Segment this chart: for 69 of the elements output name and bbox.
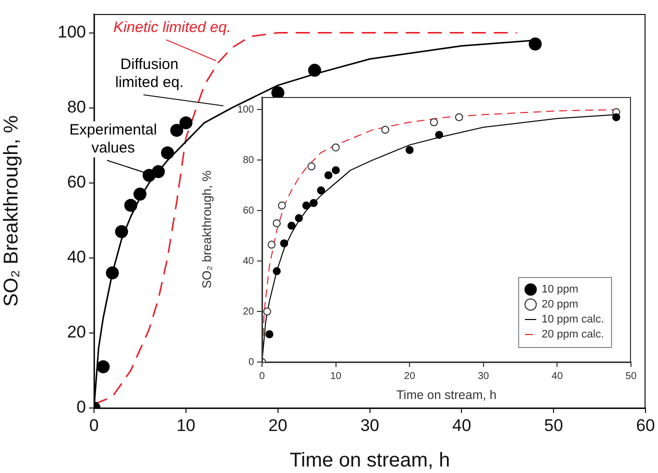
point (332, 166, 340, 174)
legend-label: 20 ppm (542, 298, 578, 311)
point (435, 130, 444, 139)
y-tick-label: 60 (242, 205, 254, 216)
point (294, 214, 303, 222)
y-tick-label: 80 (242, 154, 254, 166)
y-tick-label: 0 (76, 398, 86, 417)
point (106, 266, 119, 280)
point (272, 267, 281, 276)
x-tick-label: 10 (176, 416, 196, 435)
y-axis-title: SO₂ breakthrough, % (200, 170, 214, 289)
point (455, 113, 464, 122)
point (381, 126, 390, 134)
x-tick-label: 0 (259, 370, 266, 382)
x-tick-label: 40 (552, 370, 564, 382)
point (170, 124, 184, 137)
x-axis-title: Time on stream, h (396, 388, 497, 402)
x-axis-title: Time on stream, h (290, 450, 450, 472)
point (612, 113, 620, 122)
point (280, 239, 288, 248)
point (406, 146, 414, 154)
point (307, 162, 316, 170)
legend-label: 20 ppm calc. (542, 328, 604, 341)
y-tick-label: 0 (248, 356, 254, 368)
y-tick-label: 60 (67, 172, 86, 192)
point (302, 202, 310, 210)
point (179, 116, 192, 130)
y-tick-label: 20 (242, 306, 254, 318)
annotation: Experimental values (69, 121, 157, 156)
point (528, 38, 542, 51)
point (268, 240, 276, 249)
x-tick-label: 10 (330, 370, 342, 382)
y-tick-label: 80 (67, 97, 86, 116)
x-tick-label: 50 (544, 416, 564, 435)
y-tick-label: 100 (237, 104, 254, 116)
point (161, 146, 174, 160)
x-tick-label: 30 (360, 416, 380, 435)
point (278, 202, 286, 210)
x-tick-label: 0 (89, 416, 99, 435)
x-tick-label: 50 (625, 370, 637, 382)
x-tick-label: 20 (268, 416, 288, 435)
point (324, 171, 332, 180)
point (133, 188, 146, 201)
x-tick-label: 30 (478, 370, 490, 382)
point (310, 199, 318, 207)
legend-label: 10 ppm (542, 284, 578, 296)
point (317, 186, 326, 194)
point (332, 143, 340, 152)
point (265, 330, 274, 338)
point (124, 198, 138, 212)
annotation: Diffusion limited eq. (115, 56, 184, 91)
y-tick-label: 20 (67, 322, 86, 342)
y-tick-label: 40 (242, 256, 254, 267)
point (308, 64, 322, 77)
point (288, 222, 296, 230)
legend-label: 10 ppm calc. (542, 314, 604, 326)
point (430, 118, 438, 126)
point (96, 360, 110, 374)
annotation: Kinetic limited eq. (113, 18, 231, 36)
x-tick-label: 40 (452, 416, 472, 435)
point (272, 219, 281, 228)
point (152, 165, 165, 178)
y-tick-label: 40 (67, 248, 86, 267)
y-axis-title: SO₂ Breakthrough, % (0, 115, 23, 307)
y-tick-label: 100 (58, 22, 86, 42)
point (263, 308, 272, 316)
x-tick-label: 60 (636, 416, 656, 435)
x-tick-label: 20 (404, 370, 416, 382)
point (115, 225, 128, 238)
